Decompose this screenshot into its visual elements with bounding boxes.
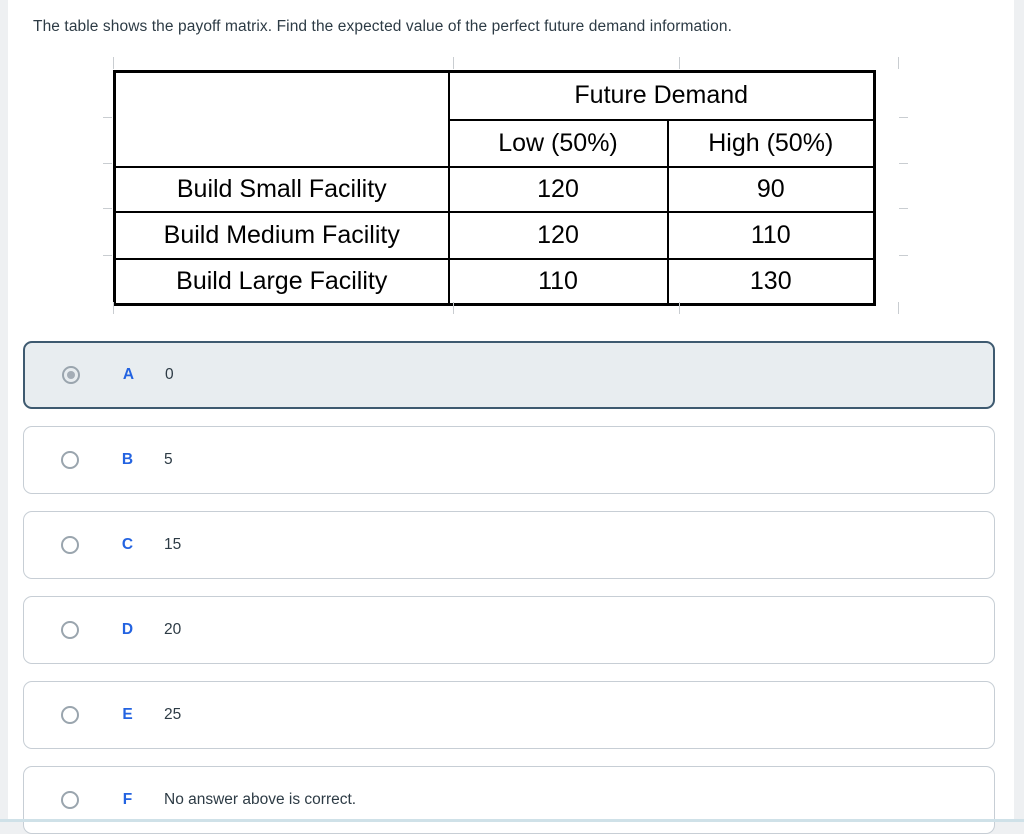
row-label: Build Large Facility xyxy=(113,258,450,305)
answer-option-a[interactable]: A 0 xyxy=(23,341,995,409)
cell-value: 130 xyxy=(666,258,876,305)
table-group-header: Future Demand xyxy=(447,70,876,121)
gridline-stub xyxy=(679,57,680,69)
answer-option-b[interactable]: B 5 xyxy=(23,426,995,494)
gridline-stub xyxy=(453,302,454,314)
gridline-stub xyxy=(679,302,680,314)
cell-value: 110 xyxy=(666,211,876,260)
radio-button[interactable] xyxy=(61,536,79,554)
row-label: Build Medium Facility xyxy=(113,211,450,260)
row-label: Build Small Facility xyxy=(113,166,450,213)
payoff-matrix: Future Demand Low (50%) High (50%) Build… xyxy=(113,70,876,306)
gridline-stub xyxy=(899,255,908,256)
radio-button[interactable] xyxy=(61,621,79,639)
answer-option-c[interactable]: C 15 xyxy=(23,511,995,579)
table-row: Build Large Facility 110 130 xyxy=(113,258,876,305)
cell-value: 120 xyxy=(447,211,669,260)
option-text: 5 xyxy=(164,451,173,468)
gridline-stub xyxy=(898,57,899,69)
option-letter: D xyxy=(121,621,134,638)
option-text: No answer above is correct. xyxy=(164,791,357,808)
option-letter: E xyxy=(122,706,133,723)
table-col-header-low: Low (50%) xyxy=(447,119,669,168)
option-letter: F xyxy=(122,791,133,808)
answer-option-e[interactable]: E 25 xyxy=(23,681,995,749)
question-text: The table shows the payoff matrix. Find … xyxy=(33,18,732,35)
option-text: 25 xyxy=(164,706,182,723)
answer-option-d[interactable]: D 20 xyxy=(23,596,995,664)
option-letter: B xyxy=(121,451,134,468)
payoff-table: Future Demand Low (50%) High (50%) Build… xyxy=(103,57,908,314)
gridline-stub xyxy=(103,255,112,256)
cell-value: 120 xyxy=(447,166,669,213)
option-text: 15 xyxy=(164,536,182,553)
gridline-stub xyxy=(898,302,899,314)
quiz-content-panel: The table shows the payoff matrix. Find … xyxy=(8,0,1014,834)
gridline-stub xyxy=(113,57,114,69)
bottom-divider xyxy=(0,819,1024,822)
table-corner-cell xyxy=(113,70,450,168)
radio-button[interactable] xyxy=(61,706,79,724)
option-text: 20 xyxy=(164,621,182,638)
table-row: Build Small Facility 120 90 xyxy=(113,166,876,213)
radio-button[interactable] xyxy=(61,451,79,469)
gridline-stub xyxy=(453,57,454,69)
option-letter: C xyxy=(121,536,134,553)
gridline-stub xyxy=(103,117,112,118)
option-letter: A xyxy=(122,366,135,383)
gridline-stub xyxy=(899,208,908,209)
option-text: 0 xyxy=(165,366,174,383)
radio-button[interactable] xyxy=(62,366,80,384)
cell-value: 110 xyxy=(447,258,669,305)
gridline-stub xyxy=(103,208,112,209)
cell-value: 90 xyxy=(666,166,876,213)
gridline-stub xyxy=(103,163,112,164)
table-row: Build Medium Facility 120 110 xyxy=(113,211,876,260)
gridline-stub xyxy=(113,302,114,314)
gridline-stub xyxy=(899,163,908,164)
radio-button[interactable] xyxy=(61,791,79,809)
answer-option-f[interactable]: F No answer above is correct. xyxy=(23,766,995,834)
gridline-stub xyxy=(899,117,908,118)
table-col-header-high: High (50%) xyxy=(666,119,876,168)
